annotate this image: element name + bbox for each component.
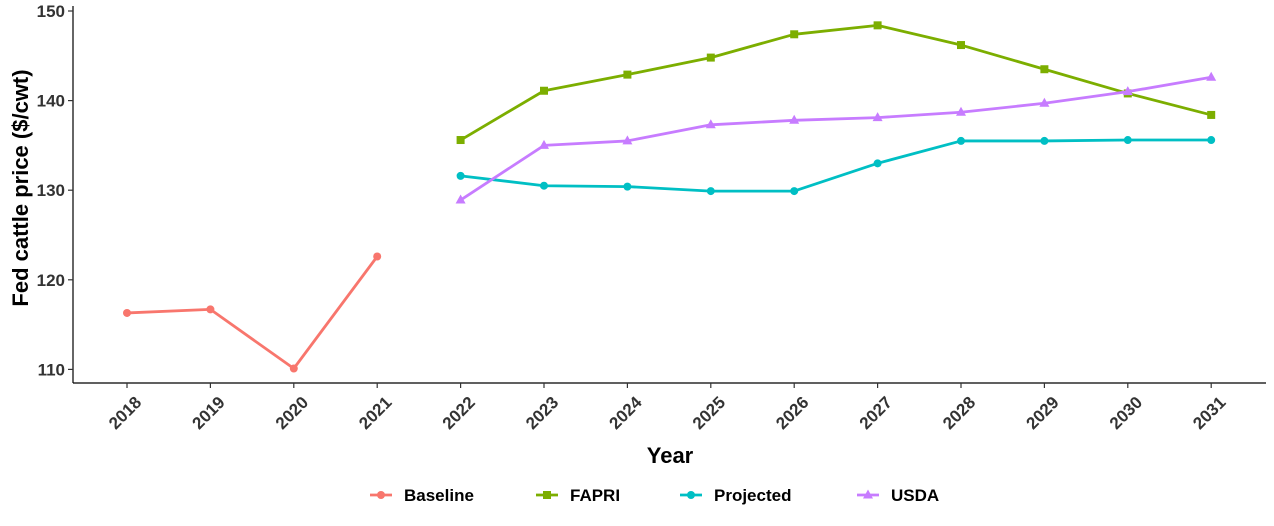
series-line-baseline [126, 255, 379, 370]
axes [72, 6, 1266, 384]
data-point-fapri [623, 70, 632, 79]
legend-swatch-marker [543, 491, 551, 499]
x-tick-label: 2029 [1023, 393, 1063, 433]
y-axis-title: Fed cattle price ($/cwt) [8, 69, 33, 306]
x-tick-label: 2020 [272, 393, 312, 433]
y-tick-label: 120 [37, 271, 65, 290]
data-point-baseline [289, 364, 298, 373]
legend-label: FAPRI [570, 486, 620, 505]
y-axis-ticks: 110 120 130 140 150 [37, 2, 73, 379]
data-point-usda [1039, 97, 1050, 107]
x-tick-label: 2019 [189, 393, 229, 433]
data-point-projected [1123, 136, 1132, 145]
data-point-fapri [706, 53, 715, 62]
data-point-fapri [540, 86, 548, 95]
data-point-usda [539, 139, 549, 149]
data-point-usda [789, 114, 800, 124]
legend-swatch-marker [377, 491, 385, 499]
data-point-usda [956, 106, 966, 116]
legend-label: Baseline [404, 486, 474, 505]
data-point-usda [872, 112, 883, 122]
data-point-fapri [456, 136, 465, 145]
x-tick-label: 2021 [355, 393, 395, 433]
legend-swatch-marker [687, 491, 695, 499]
x-axis-title: Year [647, 443, 694, 468]
data-point-fapri [957, 41, 965, 50]
legend-label: Projected [714, 486, 791, 505]
x-tick-label: 2028 [939, 393, 979, 433]
data-point-baseline [123, 308, 131, 317]
data-point-projected [790, 187, 799, 196]
data-point-fapri [873, 21, 882, 30]
y-tick-label: 150 [37, 2, 65, 21]
x-tick-label: 2018 [105, 393, 145, 433]
data-point-usda [705, 119, 716, 129]
x-tick-label: 2023 [522, 393, 562, 433]
x-tick-label: 2025 [689, 393, 729, 433]
data-point-projected [623, 182, 632, 191]
x-tick-label: 2027 [856, 393, 896, 433]
x-axis-ticks: 2018 2019 2020 2021 2022 2023 2024 2025 2026 2027… [105, 383, 1230, 433]
data-point-baseline [206, 305, 215, 314]
data-point-usda [1122, 86, 1133, 96]
y-tick-label: 140 [37, 92, 65, 111]
series-fapri [456, 21, 1216, 145]
x-tick-label: 2026 [772, 393, 812, 433]
x-tick-label: 2031 [1189, 393, 1229, 433]
data-point-usda [455, 194, 466, 204]
legend-item-projected: Projected [680, 486, 791, 505]
data-point-fapri [790, 30, 799, 39]
legend-item-baseline: Baseline [370, 486, 474, 505]
series-baseline [123, 252, 382, 373]
data-point-projected [706, 187, 715, 196]
data-point-projected [456, 171, 465, 180]
x-tick-label: 2030 [1106, 393, 1146, 433]
series-layer [123, 21, 1217, 373]
data-point-projected [540, 181, 548, 190]
data-point-baseline [373, 252, 382, 261]
data-point-projected [957, 136, 965, 145]
data-point-fapri [1207, 110, 1216, 119]
legend-item-fapri: FAPRI [536, 486, 620, 505]
series-usda [455, 71, 1217, 204]
series-projected [456, 136, 1216, 196]
data-point-usda [1206, 71, 1217, 81]
series-line-projected [460, 138, 1212, 193]
legend: Baseline FAPRI Projected USDA [370, 486, 939, 505]
x-tick-label: 2024 [606, 392, 647, 433]
series-line-fapri [459, 23, 1212, 142]
series-line-usda [459, 75, 1212, 202]
data-point-usda [622, 135, 633, 145]
data-point-projected [873, 159, 882, 168]
legend-item-usda: USDA [857, 486, 939, 505]
legend-swatch-marker [863, 489, 873, 499]
data-point-projected [1040, 136, 1049, 145]
legend-label: USDA [891, 486, 939, 505]
x-tick-label: 2022 [439, 393, 479, 433]
y-tick-label: 130 [37, 181, 65, 200]
data-point-fapri [1040, 65, 1049, 74]
y-tick-label: 110 [38, 360, 65, 379]
data-point-projected [1207, 136, 1216, 145]
